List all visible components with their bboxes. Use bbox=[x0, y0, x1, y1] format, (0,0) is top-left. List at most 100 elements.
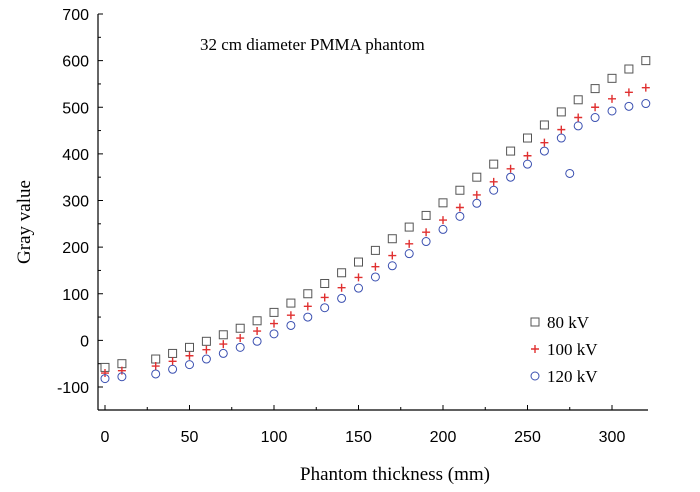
data-point bbox=[539, 146, 549, 156]
data-point bbox=[235, 342, 245, 352]
series-120-kv bbox=[100, 99, 651, 384]
data-point bbox=[641, 83, 650, 92]
data-point bbox=[472, 172, 482, 182]
data-point bbox=[489, 159, 499, 169]
x-axis-ticks: 0 50 100 150 200 250 300 bbox=[101, 405, 626, 446]
data-point bbox=[523, 133, 532, 143]
data-point bbox=[523, 151, 532, 160]
data-point bbox=[235, 323, 245, 333]
data-point bbox=[303, 289, 313, 299]
data-point bbox=[151, 362, 160, 371]
data-point bbox=[404, 249, 414, 259]
x-tick-label: 200 bbox=[430, 429, 457, 446]
data-point bbox=[506, 172, 516, 182]
data-point bbox=[117, 366, 126, 375]
data-point bbox=[303, 302, 312, 311]
y-axis-ticks: -100 0 100 200 300 400 500 600 700 bbox=[57, 7, 103, 397]
data-point bbox=[101, 369, 109, 378]
data-point bbox=[269, 307, 279, 317]
data-point bbox=[489, 177, 498, 186]
y-tick-label: 300 bbox=[62, 194, 89, 211]
data-point bbox=[168, 364, 178, 374]
legend-marker bbox=[530, 317, 540, 327]
data-point bbox=[201, 354, 211, 364]
legend-label: 100 kV bbox=[547, 340, 598, 359]
y-tick-label: 0 bbox=[80, 333, 89, 350]
data-point bbox=[565, 168, 575, 178]
data-point bbox=[354, 257, 363, 267]
data-point bbox=[387, 234, 397, 244]
data-point bbox=[591, 103, 600, 112]
x-tick-label: 50 bbox=[181, 429, 199, 446]
data-point bbox=[370, 245, 380, 255]
legend-label: 120 kV bbox=[547, 367, 598, 386]
data-point bbox=[202, 345, 211, 354]
data-points bbox=[100, 56, 651, 384]
x-tick-label: 300 bbox=[599, 429, 626, 446]
data-point bbox=[624, 101, 634, 111]
y-tick-label: 400 bbox=[62, 147, 89, 164]
data-point bbox=[574, 113, 583, 122]
data-point bbox=[286, 298, 296, 308]
series-100-kv bbox=[101, 83, 650, 378]
data-point bbox=[573, 121, 583, 131]
legend-label: 80 kV bbox=[547, 313, 590, 332]
legend: 80 kV 100 kV 120 kV bbox=[530, 313, 598, 386]
x-tick-label: 250 bbox=[514, 429, 541, 446]
data-point bbox=[286, 320, 296, 330]
data-point bbox=[252, 316, 262, 326]
data-point bbox=[438, 198, 448, 208]
y-tick-label: 500 bbox=[62, 100, 89, 117]
chart-title: 32 cm diameter PMMA phantom bbox=[200, 35, 425, 54]
data-point bbox=[438, 224, 448, 234]
data-point bbox=[185, 351, 194, 360]
y-tick-label: 700 bbox=[62, 7, 89, 24]
data-point bbox=[370, 272, 380, 282]
data-point bbox=[117, 359, 127, 369]
x-tick-label: 150 bbox=[345, 429, 372, 446]
data-point bbox=[421, 237, 431, 247]
data-point bbox=[506, 164, 515, 173]
data-point bbox=[556, 133, 566, 143]
data-point bbox=[218, 330, 228, 340]
data-point bbox=[320, 303, 330, 313]
data-point bbox=[557, 125, 566, 134]
data-point bbox=[219, 340, 228, 349]
data-point bbox=[421, 210, 431, 220]
y-axis-title: Gray value bbox=[14, 180, 35, 264]
legend-marker bbox=[530, 371, 540, 381]
data-point bbox=[303, 312, 313, 322]
data-point bbox=[269, 329, 279, 339]
data-point bbox=[151, 369, 161, 379]
data-point bbox=[337, 268, 347, 278]
data-point bbox=[523, 159, 532, 169]
data-point bbox=[472, 198, 482, 208]
data-point bbox=[337, 283, 346, 292]
data-point bbox=[641, 56, 651, 66]
data-point bbox=[506, 146, 516, 156]
data-point bbox=[455, 185, 465, 195]
y-tick-label: 600 bbox=[62, 54, 89, 71]
data-point bbox=[388, 251, 397, 260]
data-point bbox=[270, 319, 278, 328]
data-point bbox=[607, 106, 617, 116]
data-point bbox=[472, 190, 481, 199]
data-point bbox=[455, 203, 464, 212]
y-tick-label: -100 bbox=[57, 380, 89, 397]
data-point bbox=[320, 278, 330, 288]
y-tick-label: 100 bbox=[62, 287, 89, 304]
data-point bbox=[539, 120, 549, 130]
data-point bbox=[185, 342, 194, 352]
data-point bbox=[590, 84, 600, 94]
data-point bbox=[387, 261, 397, 271]
data-point bbox=[286, 311, 295, 320]
data-point bbox=[354, 273, 363, 282]
data-point bbox=[252, 336, 262, 346]
data-point bbox=[624, 88, 633, 97]
data-point bbox=[439, 216, 447, 225]
data-point bbox=[320, 293, 329, 302]
data-point bbox=[253, 327, 262, 336]
data-point bbox=[236, 334, 245, 343]
legend-marker bbox=[531, 345, 539, 353]
